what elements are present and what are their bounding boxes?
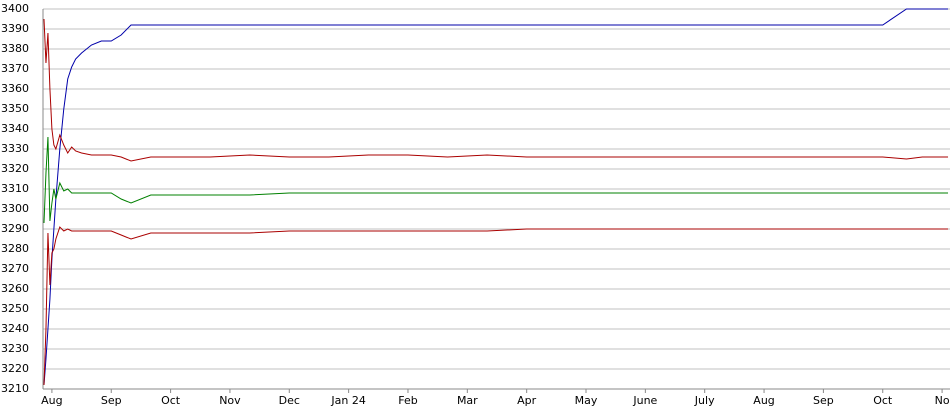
y-tick-label: 3280 xyxy=(1,242,29,255)
y-tick-label: 3220 xyxy=(1,362,29,375)
x-tick-label: Aug xyxy=(41,394,62,407)
x-tick-label: Oct xyxy=(161,394,181,407)
series-line xyxy=(43,226,949,386)
x-tick-label: Aug xyxy=(753,394,774,407)
series-line xyxy=(43,18,949,162)
series-line xyxy=(43,8,949,386)
y-tick-label: 3230 xyxy=(1,342,29,355)
x-tick-label: Dec xyxy=(279,394,300,407)
y-tick-label: 3370 xyxy=(1,62,29,75)
y-tick-label: 3400 xyxy=(1,2,29,15)
y-tick-label: 3310 xyxy=(1,182,29,195)
y-tick-label: 3350 xyxy=(1,102,29,115)
x-tick-label: Jan 24 xyxy=(330,394,365,407)
y-tick-label: 3240 xyxy=(1,322,29,335)
y-tick-label: 3390 xyxy=(1,22,29,35)
x-tick-label: July xyxy=(694,394,715,407)
y-tick-label: 3250 xyxy=(1,302,29,315)
y-tick-label: 3330 xyxy=(1,142,29,155)
y-tick-label: 3290 xyxy=(1,222,29,235)
y-tick-label: 3260 xyxy=(1,282,29,295)
y-tick-label: 3360 xyxy=(1,82,29,95)
x-tick-label: Feb xyxy=(398,394,417,407)
y-tick-label: 3300 xyxy=(1,202,29,215)
series-line xyxy=(43,136,949,224)
x-tick-label: Mar xyxy=(457,394,478,407)
x-tick-label: Sep xyxy=(101,394,122,407)
y-tick-label: 3340 xyxy=(1,122,29,135)
y-tick-label: 3320 xyxy=(1,162,29,175)
x-tick-label: June xyxy=(632,394,657,407)
y-tick-label: 3210 xyxy=(1,382,29,395)
x-tick-label: May xyxy=(575,394,598,407)
x-tick-label: Sep xyxy=(813,394,834,407)
x-tick-label: No xyxy=(935,394,950,407)
y-tick-label: 3380 xyxy=(1,42,29,55)
x-tick-label: Oct xyxy=(873,394,893,407)
y-tick-label: 3270 xyxy=(1,262,29,275)
x-tick-label: Nov xyxy=(219,394,241,407)
x-tick-label: Apr xyxy=(517,394,537,407)
